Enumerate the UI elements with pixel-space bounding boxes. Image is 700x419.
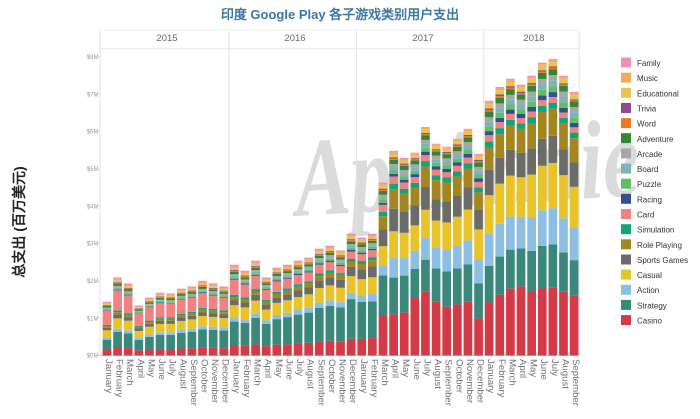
svg-text:$3M: $3M [87,242,99,248]
svg-text:Educational: Educational [637,89,679,98]
svg-text:April: April [390,359,401,378]
svg-text:December: December [475,359,486,404]
svg-text:2016: 2016 [284,33,305,44]
svg-text:2017: 2017 [412,33,433,44]
svg-text:September: September [443,359,454,407]
svg-text:April: April [517,359,528,378]
svg-text:February: February [241,359,252,398]
svg-text:August: August [560,359,571,389]
svg-text:September: September [315,359,326,407]
svg-text:June: June [283,359,294,380]
svg-text:July: July [294,359,305,376]
svg-text:$5M: $5M [87,167,99,173]
svg-text:March: March [252,359,263,386]
svg-text:June: June [411,359,422,380]
svg-text:Board: Board [637,165,658,174]
svg-text:November: November [337,359,348,404]
svg-text:January: January [103,359,114,393]
svg-text:总支出 (百万美元): 总支出 (百万美元) [11,166,27,277]
svg-text:Casual: Casual [637,271,662,280]
svg-text:Sports Games: Sports Games [637,256,688,265]
svg-text:June: June [156,359,167,380]
svg-text:$1M: $1M [87,316,99,322]
svg-text:May: May [273,359,284,377]
svg-text:October: October [326,359,337,394]
svg-text:September: September [188,359,199,407]
svg-text:Card: Card [637,211,654,220]
svg-text:January: January [485,359,496,393]
svg-text:April: April [262,359,273,378]
svg-text:January: January [230,359,241,393]
svg-text:Simulation: Simulation [637,226,674,235]
svg-text:March: March [124,359,135,386]
svg-text:November: November [209,359,220,404]
svg-text:January: January [358,359,369,393]
svg-text:May: May [145,359,156,377]
svg-text:Music: Music [637,74,658,83]
svg-text:February: February [368,359,379,398]
svg-text:October: October [453,359,464,394]
svg-text:October: October [199,359,210,394]
svg-text:August: August [305,359,316,389]
svg-text:Action: Action [637,286,659,295]
svg-text:March: March [379,359,390,386]
svg-text:$2M: $2M [87,279,99,285]
svg-text:July: July [167,359,178,376]
svg-text:May: May [528,359,539,377]
svg-text:Role Playing: Role Playing [637,241,682,250]
svg-text:Adventure: Adventure [637,135,674,144]
svg-text:June: June [538,359,549,380]
svg-text:Puzzle: Puzzle [637,180,662,189]
svg-text:July: July [549,359,560,376]
svg-text:Trivia: Trivia [637,105,657,114]
svg-text:$4M: $4M [87,204,99,210]
svg-text:December: December [347,359,358,404]
svg-text:Word: Word [637,120,656,129]
svg-text:Strategy: Strategy [637,301,667,310]
svg-text:February: February [114,359,125,398]
svg-text:$7M: $7M [87,92,99,98]
svg-text:December: December [220,359,231,404]
svg-text:2015: 2015 [156,33,177,44]
svg-text:Casino: Casino [637,317,662,326]
svg-text:$0M: $0M [87,354,99,360]
svg-text:Family: Family [637,59,661,68]
svg-text:2018: 2018 [523,33,544,44]
svg-text:May: May [400,359,411,377]
svg-text:July: July [422,359,433,376]
svg-text:Racing: Racing [637,195,662,204]
svg-text:印度 Google Play 各子游戏类别用户支出: 印度 Google Play 各子游戏类别用户支出 [221,7,459,22]
svg-text:April: April [135,359,146,378]
svg-text:March: March [506,359,517,386]
svg-text:$8M: $8M [87,55,99,61]
svg-text:August: August [177,359,188,389]
svg-text:$6M: $6M [87,130,99,136]
svg-text:Arcade: Arcade [637,150,663,159]
svg-text:November: November [464,359,475,404]
svg-text:February: February [496,359,507,398]
svg-text:August: August [432,359,443,389]
svg-text:September: September [570,359,581,407]
